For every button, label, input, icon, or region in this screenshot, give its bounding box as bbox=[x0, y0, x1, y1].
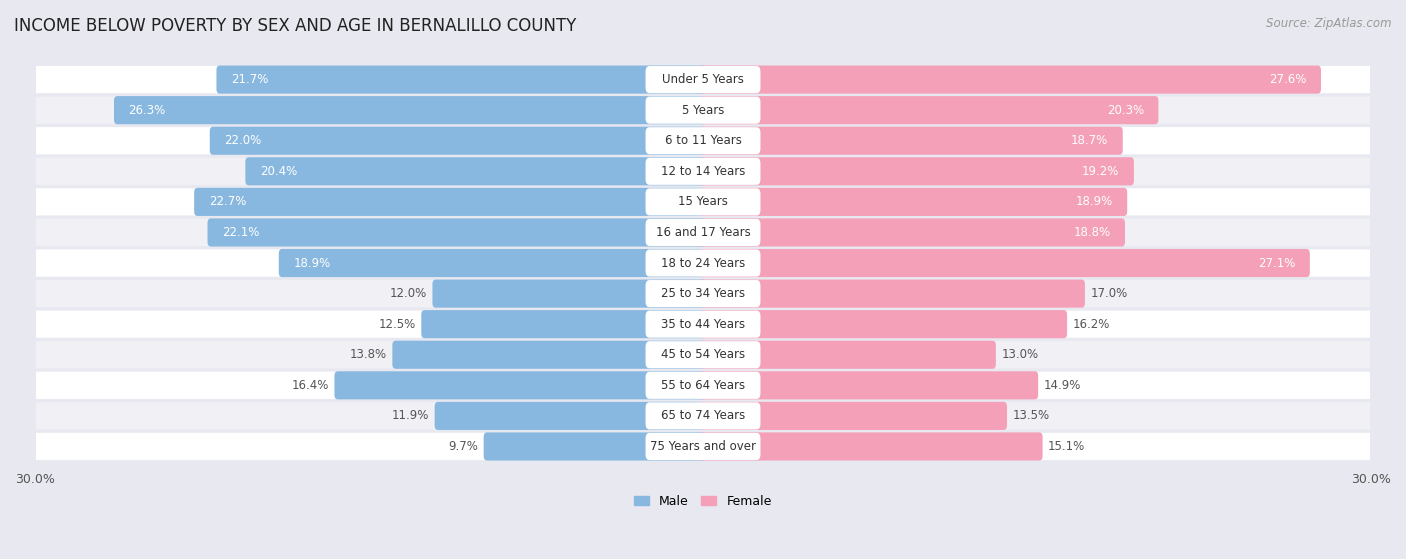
FancyBboxPatch shape bbox=[194, 188, 706, 216]
Text: 35 to 44 Years: 35 to 44 Years bbox=[661, 318, 745, 331]
FancyBboxPatch shape bbox=[645, 433, 761, 460]
Text: 21.7%: 21.7% bbox=[231, 73, 269, 86]
Text: 75 Years and over: 75 Years and over bbox=[650, 440, 756, 453]
Text: 25 to 34 Years: 25 to 34 Years bbox=[661, 287, 745, 300]
FancyBboxPatch shape bbox=[422, 310, 706, 338]
Text: 9.7%: 9.7% bbox=[449, 440, 478, 453]
Text: INCOME BELOW POVERTY BY SEX AND AGE IN BERNALILLO COUNTY: INCOME BELOW POVERTY BY SEX AND AGE IN B… bbox=[14, 17, 576, 35]
FancyBboxPatch shape bbox=[645, 219, 761, 246]
FancyBboxPatch shape bbox=[645, 341, 761, 368]
FancyBboxPatch shape bbox=[208, 219, 706, 247]
FancyBboxPatch shape bbox=[645, 158, 761, 185]
Text: 65 to 74 Years: 65 to 74 Years bbox=[661, 409, 745, 423]
Text: 6 to 11 Years: 6 to 11 Years bbox=[665, 134, 741, 147]
FancyBboxPatch shape bbox=[484, 433, 706, 461]
FancyBboxPatch shape bbox=[700, 65, 1322, 94]
Text: 17.0%: 17.0% bbox=[1091, 287, 1128, 300]
Text: 12.5%: 12.5% bbox=[378, 318, 416, 331]
FancyBboxPatch shape bbox=[645, 311, 761, 338]
FancyBboxPatch shape bbox=[392, 340, 706, 369]
Text: 22.7%: 22.7% bbox=[208, 196, 246, 209]
Text: 27.1%: 27.1% bbox=[1258, 257, 1295, 269]
FancyBboxPatch shape bbox=[700, 371, 1038, 399]
Text: 16 and 17 Years: 16 and 17 Years bbox=[655, 226, 751, 239]
FancyBboxPatch shape bbox=[700, 402, 1007, 430]
Text: 18.9%: 18.9% bbox=[294, 257, 330, 269]
FancyBboxPatch shape bbox=[335, 371, 706, 399]
Text: 45 to 54 Years: 45 to 54 Years bbox=[661, 348, 745, 361]
Text: 5 Years: 5 Years bbox=[682, 103, 724, 117]
FancyBboxPatch shape bbox=[35, 371, 1371, 400]
Text: 18.8%: 18.8% bbox=[1073, 226, 1111, 239]
Text: 13.8%: 13.8% bbox=[350, 348, 387, 361]
Text: 26.3%: 26.3% bbox=[128, 103, 166, 117]
FancyBboxPatch shape bbox=[700, 157, 1133, 186]
FancyBboxPatch shape bbox=[114, 96, 706, 124]
FancyBboxPatch shape bbox=[700, 127, 1123, 155]
Text: 11.9%: 11.9% bbox=[392, 409, 429, 423]
Text: 19.2%: 19.2% bbox=[1083, 165, 1119, 178]
FancyBboxPatch shape bbox=[35, 432, 1371, 461]
Text: 14.9%: 14.9% bbox=[1043, 379, 1081, 392]
Text: 13.0%: 13.0% bbox=[1001, 348, 1039, 361]
Text: 15.1%: 15.1% bbox=[1047, 440, 1085, 453]
FancyBboxPatch shape bbox=[35, 310, 1371, 339]
FancyBboxPatch shape bbox=[35, 65, 1371, 94]
Text: 15 Years: 15 Years bbox=[678, 196, 728, 209]
FancyBboxPatch shape bbox=[35, 96, 1371, 125]
FancyBboxPatch shape bbox=[35, 248, 1371, 278]
FancyBboxPatch shape bbox=[645, 97, 761, 124]
FancyBboxPatch shape bbox=[434, 402, 706, 430]
FancyBboxPatch shape bbox=[35, 401, 1371, 430]
FancyBboxPatch shape bbox=[700, 310, 1067, 338]
FancyBboxPatch shape bbox=[700, 340, 995, 369]
FancyBboxPatch shape bbox=[645, 372, 761, 399]
FancyBboxPatch shape bbox=[700, 219, 1125, 247]
FancyBboxPatch shape bbox=[645, 188, 761, 215]
FancyBboxPatch shape bbox=[645, 249, 761, 277]
FancyBboxPatch shape bbox=[217, 65, 706, 94]
FancyBboxPatch shape bbox=[35, 187, 1371, 216]
FancyBboxPatch shape bbox=[35, 279, 1371, 308]
FancyBboxPatch shape bbox=[35, 126, 1371, 155]
Text: 27.6%: 27.6% bbox=[1270, 73, 1306, 86]
FancyBboxPatch shape bbox=[35, 340, 1371, 369]
FancyBboxPatch shape bbox=[246, 157, 706, 186]
Legend: Male, Female: Male, Female bbox=[630, 490, 776, 513]
FancyBboxPatch shape bbox=[645, 402, 761, 429]
FancyBboxPatch shape bbox=[700, 280, 1085, 307]
Text: 12 to 14 Years: 12 to 14 Years bbox=[661, 165, 745, 178]
Text: 16.2%: 16.2% bbox=[1073, 318, 1109, 331]
Text: 12.0%: 12.0% bbox=[389, 287, 427, 300]
Text: 18.9%: 18.9% bbox=[1076, 196, 1112, 209]
FancyBboxPatch shape bbox=[700, 433, 1043, 461]
FancyBboxPatch shape bbox=[278, 249, 706, 277]
FancyBboxPatch shape bbox=[700, 249, 1310, 277]
FancyBboxPatch shape bbox=[433, 280, 706, 307]
Text: 18.7%: 18.7% bbox=[1071, 134, 1108, 147]
FancyBboxPatch shape bbox=[35, 218, 1371, 247]
FancyBboxPatch shape bbox=[700, 188, 1128, 216]
FancyBboxPatch shape bbox=[645, 66, 761, 93]
Text: Source: ZipAtlas.com: Source: ZipAtlas.com bbox=[1267, 17, 1392, 30]
Text: 16.4%: 16.4% bbox=[291, 379, 329, 392]
FancyBboxPatch shape bbox=[35, 157, 1371, 186]
FancyBboxPatch shape bbox=[645, 280, 761, 307]
Text: 55 to 64 Years: 55 to 64 Years bbox=[661, 379, 745, 392]
Text: Under 5 Years: Under 5 Years bbox=[662, 73, 744, 86]
Text: 18 to 24 Years: 18 to 24 Years bbox=[661, 257, 745, 269]
FancyBboxPatch shape bbox=[645, 127, 761, 154]
Text: 20.3%: 20.3% bbox=[1107, 103, 1144, 117]
Text: 22.0%: 22.0% bbox=[224, 134, 262, 147]
FancyBboxPatch shape bbox=[209, 127, 706, 155]
FancyBboxPatch shape bbox=[700, 96, 1159, 124]
Text: 13.5%: 13.5% bbox=[1012, 409, 1050, 423]
Text: 20.4%: 20.4% bbox=[260, 165, 297, 178]
Text: 22.1%: 22.1% bbox=[222, 226, 259, 239]
